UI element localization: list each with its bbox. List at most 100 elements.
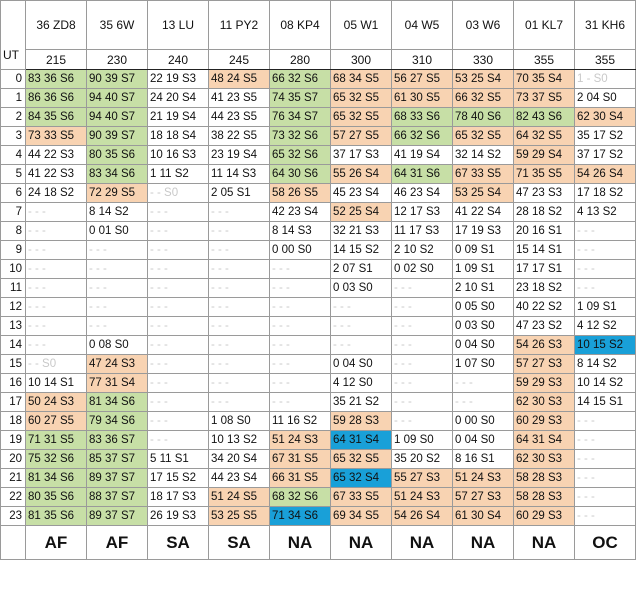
ut-hour-cell: 5 — [0, 164, 26, 184]
reading-cell: 1 07 S0 — [452, 354, 514, 374]
reading-cell: - - - — [574, 449, 636, 469]
reading-cell: - - - — [391, 297, 453, 317]
reading-cell: 1 - S0 — [574, 69, 636, 89]
reading-cell: 18 17 S3 — [147, 487, 209, 507]
reading-cell: 0 03 S0 — [452, 316, 514, 336]
reading-cell: 14 15 S1 — [574, 392, 636, 412]
reading-cell: 51 24 S3 — [391, 487, 453, 507]
reading-cell: 0 01 S0 — [86, 221, 148, 241]
region-cell: SA — [208, 525, 270, 560]
table-row: 6 24 18 S2 72 29 S5- - S0 2 05 S1 58 26 S5 45… — [0, 183, 636, 203]
region-corner-cell — [0, 525, 26, 560]
region-cell: NA — [269, 525, 331, 560]
table-row: 13- - -- - -- - -- - -- - -- - -- - -0 0… — [0, 316, 636, 336]
reading-cell: 11 17 S3 — [391, 221, 453, 241]
ut-hour-cell: 2 — [0, 107, 26, 127]
reading-cell: 79 34 S6 — [86, 411, 148, 431]
column-header: 08 KP4 — [269, 0, 331, 50]
reading-cell: 32 21 S3 — [330, 221, 392, 241]
reading-cell: 37 17 S3 — [330, 145, 392, 165]
table-row: 15- - S0 47 24 S3- - -- - -- - -0 04 S0- … — [0, 354, 636, 374]
table-row: 12- - -- - -- - -- - -- - -- - -- - -0 0… — [0, 297, 636, 317]
reading-cell: 68 34 S5 — [330, 69, 392, 89]
reading-cell: 10 16 S3 — [147, 145, 209, 165]
reading-cell: 41 22 S3 — [25, 164, 87, 184]
reading-cell: 83 34 S6 — [86, 164, 148, 184]
frequency-cell: 280 — [269, 49, 331, 70]
reading-cell: - - - — [269, 392, 331, 412]
reading-cell: 38 22 S5 — [208, 126, 270, 146]
reading-cell: - - - — [269, 278, 331, 298]
reading-cell: - - - — [208, 392, 270, 412]
reading-cell: - - - — [86, 240, 148, 260]
reading-cell: - - S0 — [25, 354, 87, 374]
reading-cell: - - - — [25, 316, 87, 336]
reading-cell: 0 00 S0 — [452, 411, 514, 431]
reading-cell: 81 35 S6 — [25, 506, 87, 526]
ut-hour-cell: 18 — [0, 411, 26, 431]
reading-cell: - - - — [147, 202, 209, 222]
ut-hour-cell: 13 — [0, 316, 26, 336]
reading-cell: 12 17 S3 — [391, 202, 453, 222]
ut-label: UT — [3, 48, 19, 62]
reading-cell: - - - — [269, 354, 331, 374]
reading-cell: - - - — [25, 221, 87, 241]
reading-cell: 46 23 S4 — [391, 183, 453, 203]
reading-cell: 15 14 S1 — [513, 240, 575, 260]
frequency-cell: 330 — [452, 49, 514, 70]
reading-cell: 5 11 S1 — [147, 449, 209, 469]
reading-cell: 44 22 S3 — [25, 145, 87, 165]
reading-cell: 10 14 S1 — [25, 373, 87, 393]
reading-cell: 57 27 S5 — [330, 126, 392, 146]
reading-cell: 14 15 S2 — [330, 240, 392, 260]
reading-cell: 23 19 S4 — [208, 145, 270, 165]
reading-cell: 17 15 S2 — [147, 468, 209, 488]
reading-cell: 83 36 S7 — [86, 430, 148, 450]
column-header: 31 KH6 — [574, 0, 636, 50]
reading-cell: 62 30 S3 — [513, 392, 575, 412]
ut-hour-cell: 15 — [0, 354, 26, 374]
frequency-row: 215 230 240 245 280 300 310 330 355 355 — [1, 49, 636, 70]
reading-cell: - - - — [574, 506, 636, 526]
reading-cell: 44 23 S5 — [208, 107, 270, 127]
reading-cell: 35 21 S2 — [330, 392, 392, 412]
reading-cell: - - - — [25, 297, 87, 317]
table-row: 5 41 22 S3 83 34 S6 1 11 S2 11 14 S3 64 30 S6… — [0, 164, 636, 184]
reading-cell: 75 32 S6 — [25, 449, 87, 469]
reading-cell: 78 40 S6 — [452, 107, 514, 127]
reading-cell: 65 32 S6 — [269, 145, 331, 165]
reading-cell: 2 07 S1 — [330, 259, 392, 279]
reading-cell: - - - — [208, 202, 270, 222]
reading-cell: 90 39 S7 — [86, 69, 148, 89]
reading-cell: - - - — [208, 354, 270, 374]
reading-cell: 50 24 S3 — [25, 392, 87, 412]
reading-cell: 62 30 S4 — [574, 107, 636, 127]
reading-cell: - - - — [452, 373, 514, 393]
column-header: 03 W6 — [452, 0, 514, 50]
reading-cell: 66 32 S6 — [391, 126, 453, 146]
reading-cell: 71 31 S5 — [25, 430, 87, 450]
reading-cell: 65 32 S5 — [330, 107, 392, 127]
frequency-cell: 355 — [574, 49, 636, 70]
reading-cell: 28 18 S2 — [513, 202, 575, 222]
reading-cell: 4 12 S0 — [330, 373, 392, 393]
reading-cell: - - - — [574, 240, 636, 260]
region-cell: SA — [147, 525, 209, 560]
reading-cell: 65 32 S5 — [330, 449, 392, 469]
reading-cell: - - - — [86, 259, 148, 279]
reading-cell: 89 37 S7 — [86, 506, 148, 526]
reading-cell: - - - — [574, 430, 636, 450]
reading-cell: - - - — [574, 259, 636, 279]
region-cell: AF — [25, 525, 87, 560]
table-row: 4 44 22 S3 80 35 S6 10 16 S3 23 19 S4 65 32 S… — [0, 145, 636, 165]
frequency-cell: 355 — [513, 49, 575, 70]
frequency-cell: 245 — [208, 49, 270, 70]
table-row: 19 71 31 S5 83 36 S7- - -10 13 S2 51 24 S3 6… — [0, 430, 636, 450]
reading-cell: 71 35 S5 — [513, 164, 575, 184]
header-row: UT 36 ZD8 35 6W 13 LU 11 PY2 08 KP4 05 W1 04 W5… — [0, 0, 636, 70]
ut-hour-cell: 6 — [0, 183, 26, 203]
reading-cell: - - - — [147, 278, 209, 298]
reading-cell: 1 09 S1 — [452, 259, 514, 279]
reading-cell: - - - — [391, 411, 453, 431]
reading-cell: 41 22 S4 — [452, 202, 514, 222]
